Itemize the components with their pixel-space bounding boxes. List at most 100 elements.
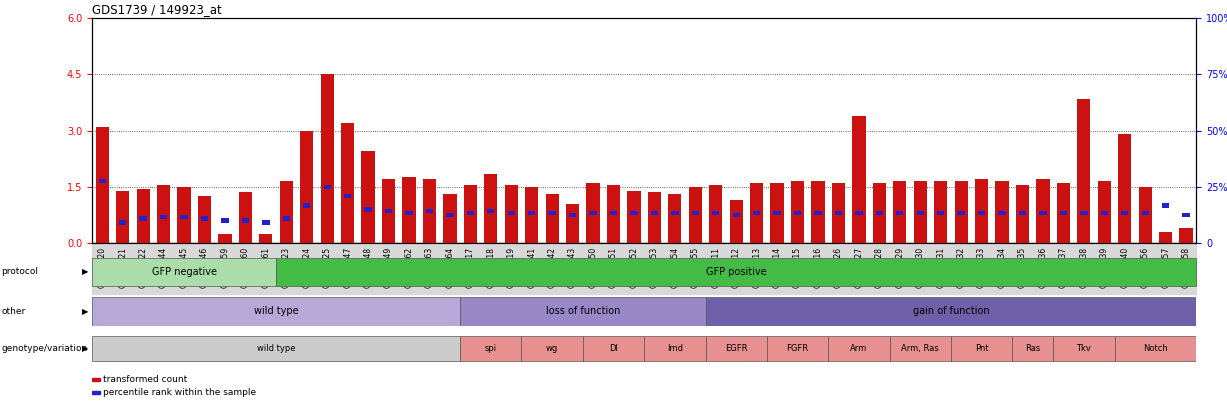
Bar [671, 211, 679, 215]
Bar [1056, 183, 1070, 243]
Bar [914, 181, 926, 243]
Bar [548, 211, 556, 215]
Bar [1098, 181, 1110, 243]
Bar [730, 200, 742, 243]
Text: GDS1739 / 149923_at: GDS1739 / 149923_at [92, 3, 222, 16]
Bar [362, 151, 374, 243]
Bar [92, 297, 460, 326]
Bar [750, 183, 763, 243]
Bar [487, 209, 494, 213]
Bar [92, 391, 99, 394]
Text: Tkv: Tkv [1076, 344, 1091, 353]
Bar [96, 127, 109, 243]
Bar [1080, 211, 1087, 215]
Text: Arm, Ras: Arm, Ras [902, 344, 939, 353]
Text: loss of function: loss of function [546, 307, 620, 316]
Bar [834, 211, 842, 215]
Bar [160, 215, 167, 219]
Text: Ras: Ras [1025, 344, 1040, 353]
Bar [957, 211, 964, 215]
Bar [815, 211, 822, 215]
Text: wild type: wild type [256, 344, 296, 353]
Bar [136, 189, 150, 243]
Bar [341, 123, 355, 243]
Bar [890, 336, 951, 361]
Bar [607, 185, 620, 243]
Bar [303, 203, 310, 208]
Bar [712, 211, 719, 215]
Bar [1060, 211, 1067, 215]
Text: ▶: ▶ [82, 307, 88, 316]
Bar [1121, 211, 1129, 215]
Bar [1037, 179, 1049, 243]
Bar [995, 181, 1009, 243]
Bar [119, 220, 126, 225]
Bar [706, 297, 1196, 326]
Bar [157, 185, 171, 243]
Bar [92, 258, 276, 286]
Bar [589, 211, 596, 215]
Bar [263, 220, 270, 225]
Bar [92, 336, 460, 361]
Bar [178, 187, 190, 243]
Bar [239, 192, 252, 243]
Bar [650, 211, 658, 215]
Bar [1160, 232, 1172, 243]
Text: spi: spi [485, 344, 497, 353]
Bar [627, 191, 640, 243]
Bar [423, 179, 436, 243]
Text: Arm: Arm [850, 344, 867, 353]
Bar [447, 213, 454, 217]
Bar [872, 183, 886, 243]
Bar [140, 216, 147, 221]
Text: Notch: Notch [1144, 344, 1168, 353]
Bar [773, 211, 780, 215]
Bar [464, 185, 477, 243]
Text: GFP negative: GFP negative [152, 267, 216, 277]
Bar [644, 336, 706, 361]
Bar [955, 181, 968, 243]
Bar [569, 213, 577, 217]
Bar [1162, 203, 1169, 208]
Bar [934, 181, 947, 243]
Bar [1118, 134, 1131, 243]
Bar [382, 179, 395, 243]
Bar [688, 187, 702, 243]
Bar [1114, 336, 1196, 361]
Text: FGFR: FGFR [787, 344, 809, 353]
Bar [855, 211, 863, 215]
Bar [631, 211, 638, 215]
Bar [767, 336, 828, 361]
Text: protocol: protocol [1, 267, 38, 276]
Bar [201, 216, 209, 221]
Text: GFP positive: GFP positive [706, 267, 767, 277]
Bar [610, 211, 617, 215]
Bar [508, 211, 515, 215]
Bar [1179, 228, 1193, 243]
Bar [1183, 213, 1190, 217]
Bar [525, 187, 539, 243]
Bar [221, 218, 228, 223]
Bar [583, 336, 644, 361]
Bar [648, 192, 661, 243]
Bar [566, 204, 579, 243]
Bar [426, 209, 433, 213]
Bar [893, 181, 907, 243]
Bar [528, 211, 535, 215]
Bar [951, 336, 1012, 361]
Bar [853, 116, 865, 243]
Bar [242, 218, 249, 223]
Bar [280, 181, 293, 243]
Text: ▶: ▶ [82, 344, 88, 353]
Bar [324, 185, 331, 189]
Bar [733, 213, 740, 217]
Bar [282, 216, 290, 221]
Text: other: other [1, 307, 26, 316]
Bar [466, 211, 474, 215]
Bar [753, 211, 761, 215]
Bar [92, 378, 99, 381]
Bar [180, 215, 188, 219]
Bar [98, 179, 106, 183]
Bar [259, 234, 272, 243]
Bar [364, 207, 372, 211]
